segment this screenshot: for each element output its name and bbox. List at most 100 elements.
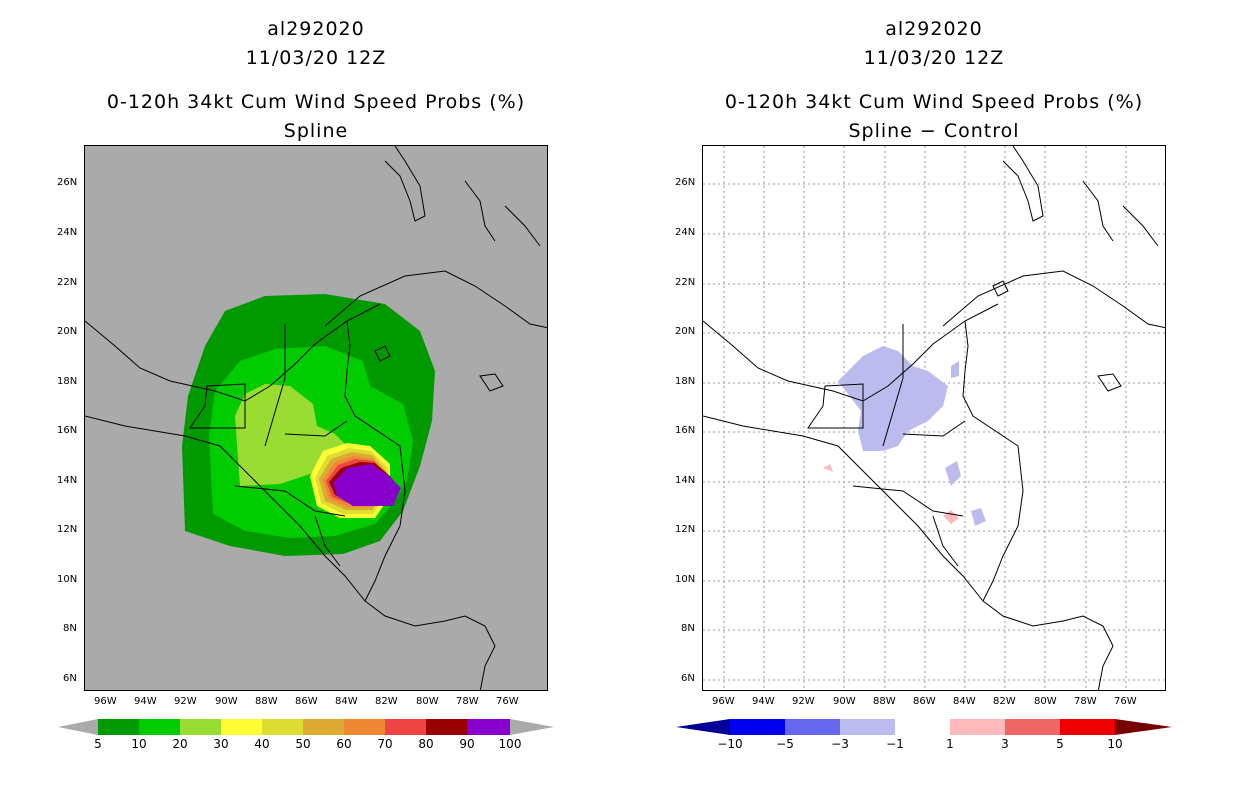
right-datetime: 11/03/20 12Z — [863, 47, 1005, 69]
colorbar-label: 80 — [418, 737, 434, 751]
colorbar-label: 5 — [94, 737, 102, 751]
colorbar-bin — [950, 719, 1005, 735]
lat-label: 6N — [63, 673, 77, 684]
colorbar-bin — [467, 719, 510, 735]
right-gridlines — [703, 146, 1165, 690]
right-storm-id: al292020 — [885, 18, 983, 40]
colorbar-label: 10 — [1107, 737, 1123, 751]
colorbar-label: 1 — [946, 737, 954, 751]
colorbar-label: 100 — [498, 737, 522, 751]
colorbar-bin — [730, 719, 785, 735]
lat-label: 6N — [681, 673, 695, 684]
lon-label: 94W — [134, 696, 157, 707]
colorbar-label: 5 — [1056, 737, 1064, 751]
colorbar-bin — [1060, 719, 1115, 735]
lat-label: 26N — [675, 177, 696, 188]
lat-label: 20N — [57, 326, 78, 337]
lon-label: 96W — [712, 696, 735, 707]
colorbar-label: 3 — [1001, 737, 1009, 751]
lon-label: 82W — [375, 696, 398, 707]
lon-label: 80W — [1034, 696, 1057, 707]
lat-label: 12N — [57, 524, 78, 535]
colorbar-label: 50 — [295, 737, 311, 751]
left-datetime: 11/03/20 12Z — [245, 47, 387, 69]
left-subtitle: Spline — [283, 120, 349, 142]
right-map-panel — [702, 145, 1166, 691]
colorbar-bin — [385, 719, 426, 735]
lon-label: 96W — [94, 696, 117, 707]
right-title: 0-120h 34kt Cum Wind Speed Probs (%) — [724, 91, 1144, 113]
right-map-svg — [703, 146, 1165, 690]
colorbar-low-arrow — [676, 719, 730, 735]
colorbar-label: 30 — [213, 737, 229, 751]
lon-label: 82W — [993, 696, 1016, 707]
lon-label: 76W — [496, 696, 519, 707]
colorbar-bin — [426, 719, 467, 735]
lon-label: 80W — [416, 696, 439, 707]
lat-label: 10N — [675, 574, 696, 585]
colorbar-label: −10 — [717, 737, 743, 751]
lon-label: 94W — [752, 696, 775, 707]
lon-label: 86W — [295, 696, 318, 707]
lon-label: 92W — [174, 696, 197, 707]
prob-90-contour — [333, 464, 401, 506]
left-title: 0-120h 34kt Cum Wind Speed Probs (%) — [106, 91, 526, 113]
lon-label: 88W — [873, 696, 896, 707]
colorbar-label: 20 — [172, 737, 188, 751]
lat-label: 22N — [675, 277, 696, 288]
colorbar-label: 90 — [459, 737, 475, 751]
lat-label: 16N — [57, 425, 78, 436]
lat-label: 24N — [57, 227, 78, 238]
left-map-svg — [85, 146, 547, 690]
lat-label: 12N — [675, 524, 696, 535]
colorbar-bin — [139, 719, 180, 735]
lat-label: 20N — [675, 326, 696, 337]
diff-negative-patch-2 — [951, 361, 959, 378]
colorbar-label: −5 — [776, 737, 794, 751]
lat-label: 16N — [675, 425, 696, 436]
right-colorbar — [676, 719, 1172, 735]
colorbar-bin — [785, 719, 840, 735]
lat-label: 18N — [57, 376, 78, 387]
colorbar-bin — [1005, 719, 1060, 735]
colorbar-bin — [303, 719, 344, 735]
colorbar-bin — [895, 719, 950, 735]
colorbar-bin — [221, 719, 262, 735]
lat-label: 14N — [675, 475, 696, 486]
colorbar-high-arrow — [1115, 719, 1172, 735]
colorbar-label: 70 — [377, 737, 393, 751]
lon-label: 78W — [1074, 696, 1097, 707]
lat-label: 22N — [57, 277, 78, 288]
lat-label: 18N — [675, 376, 696, 387]
diff-negative-patch-3 — [945, 461, 961, 486]
lon-label: 88W — [255, 696, 278, 707]
left-storm-id: al292020 — [267, 18, 365, 40]
lon-label: 76W — [1114, 696, 1137, 707]
colorbar-low-arrow — [58, 719, 98, 735]
lon-label: 90W — [215, 696, 238, 707]
lon-label: 92W — [792, 696, 815, 707]
colorbar-bin — [262, 719, 303, 735]
diff-negative-patch — [838, 346, 948, 451]
colorbar-label: 60 — [336, 737, 352, 751]
lat-label: 24N — [675, 227, 696, 238]
colorbar-bin — [344, 719, 385, 735]
lon-label: 78W — [456, 696, 479, 707]
lat-label: 8N — [681, 623, 695, 634]
colorbar-label: −1 — [886, 737, 904, 751]
lon-label: 90W — [833, 696, 856, 707]
colorbar-bin — [180, 719, 221, 735]
colorbar-high-arrow — [510, 719, 554, 735]
colorbar-bin — [840, 719, 895, 735]
lon-label: 84W — [953, 696, 976, 707]
diff-positive-patch-2 — [823, 464, 833, 472]
left-colorbar — [58, 719, 554, 735]
colorbar-label: −3 — [831, 737, 849, 751]
lat-label: 14N — [57, 475, 78, 486]
colorbar-label: 10 — [131, 737, 147, 751]
colorbar-bin — [98, 719, 139, 735]
left-map-panel — [84, 145, 548, 691]
colorbar-label: 40 — [254, 737, 270, 751]
lon-label: 84W — [335, 696, 358, 707]
diff-positive-patch — [943, 510, 959, 524]
